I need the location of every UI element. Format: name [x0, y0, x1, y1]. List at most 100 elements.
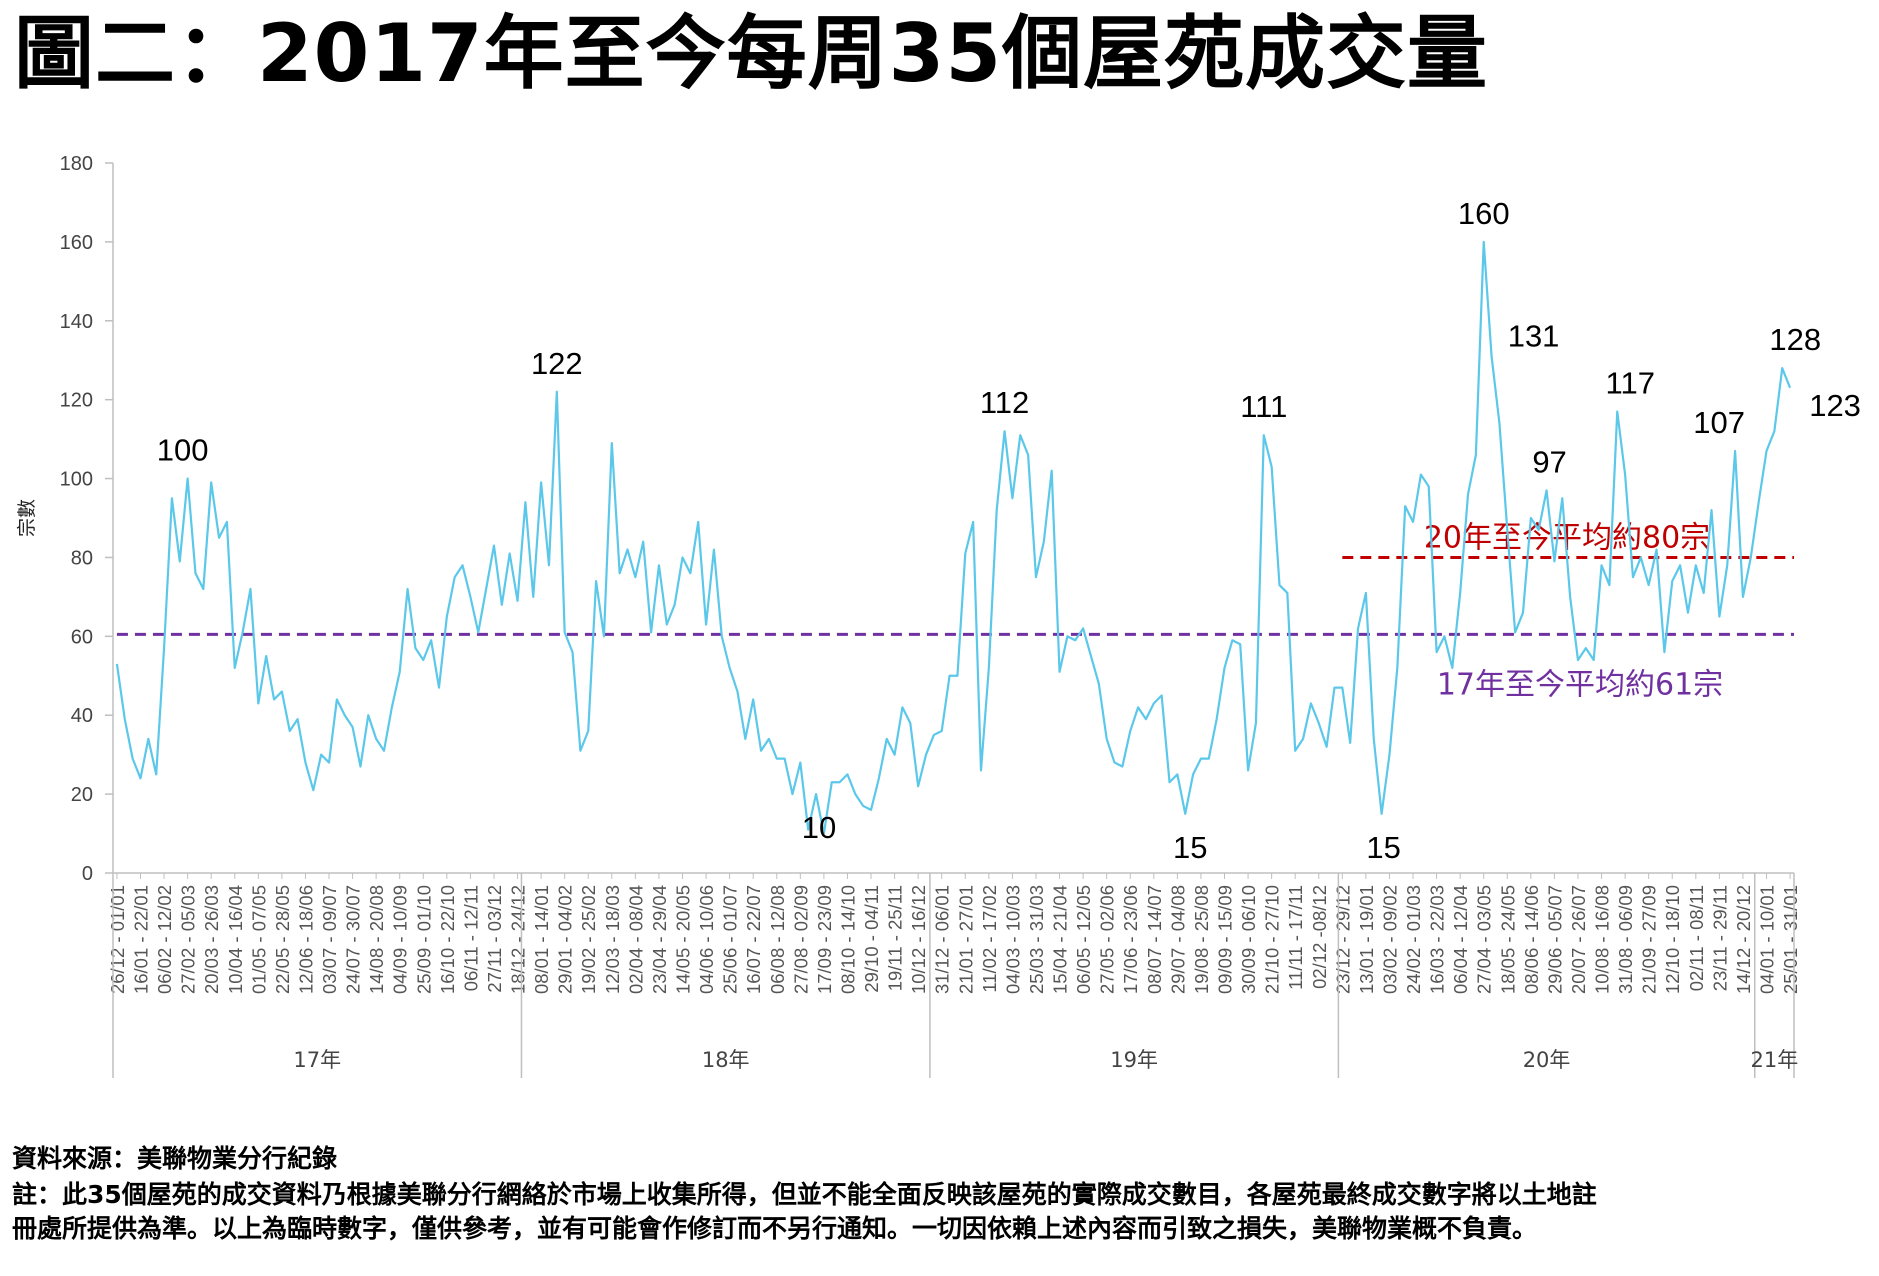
x-tick-label: 27/04 - 03/05 [1474, 885, 1495, 994]
x-tick-label: 11/02 - 17/02 [979, 885, 1000, 993]
data-label: 112 [980, 385, 1029, 420]
x-tick-label: 23/11 - 29/11 [1709, 885, 1730, 991]
data-label: 160 [1458, 196, 1510, 231]
x-tick-label: 29/10 - 04/11 [861, 885, 882, 993]
x-tick-label: 15/04 - 21/04 [1050, 885, 1071, 994]
x-tick-label: 21/10 - 27/10 [1262, 885, 1283, 994]
x-tick-label: 08/06 - 14/06 [1521, 885, 1542, 994]
x-tick-label: 08/01 - 14/01 [531, 885, 552, 994]
year-label: 21年 [1750, 1048, 1798, 1072]
data-label: 107 [1693, 405, 1745, 440]
x-tick-label: 12/10 - 18/10 [1662, 885, 1683, 994]
page-title: 圖二：2017年至今每周35個屋苑成交量 [14, 7, 1488, 100]
disclaimer-line-2: 冊處所提供為準。以上為臨時數字，僅供參考，並有可能會作修訂而不另行通知。一切因依… [12, 1214, 1538, 1243]
y-tick-label: 100 [60, 469, 93, 491]
disclaimer-line-1: 註：此35個屋苑的成交資料乃根據美聯分行網絡於市場上收集所得，但並不能全面反映該… [12, 1180, 1597, 1209]
x-tick-label: 18/05 - 24/05 [1497, 885, 1518, 994]
x-tick-label: 01/05 - 07/05 [248, 885, 269, 994]
x-tick-label: 27/05 - 02/06 [1097, 885, 1118, 994]
x-tick-label: 31/12 - 06/01 [932, 885, 953, 994]
data-label: 97 [1532, 444, 1566, 479]
x-tick-label: 29/06 - 05/07 [1544, 885, 1565, 994]
year-label: 18年 [702, 1048, 750, 1072]
x-tick-label: 21/01 - 27/01 [955, 885, 976, 994]
y-tick-label: 60 [71, 626, 93, 648]
x-tick-label: 14/12 - 20/12 [1733, 885, 1754, 994]
data-label: 117 [1606, 366, 1655, 401]
year-label: 19年 [1110, 1048, 1158, 1072]
data-label: 122 [531, 346, 583, 381]
source-note: 資料來源：美聯物業分行紀錄 [12, 1144, 338, 1173]
x-tick-label: 06/04 - 12/04 [1450, 885, 1471, 994]
x-tick-label: 10/08 - 16/08 [1592, 885, 1613, 994]
x-tick-label: 22/05 - 28/05 [272, 885, 293, 994]
x-tick-label: 06/05 - 12/05 [1073, 885, 1094, 994]
x-tick-label: 12/06 - 18/06 [295, 885, 316, 994]
x-tick-label: 20/03 - 26/03 [201, 885, 222, 994]
y-tick-label: 20 [71, 784, 93, 806]
x-tick-label: 10/04 - 16/04 [225, 885, 246, 994]
x-tick-label: 11/11 - 17/11 [1285, 885, 1306, 990]
x-tick-label: 13/01 - 19/01 [1356, 885, 1377, 994]
x-tick-label: 21/09 - 27/09 [1639, 885, 1660, 994]
x-tick-label: 25/06 - 01/07 [720, 885, 741, 994]
x-tick-label: 24/02 - 01/03 [1403, 885, 1424, 994]
x-tick-label: 03/07 - 09/07 [319, 885, 340, 994]
x-tick-label: 06/08 - 12/08 [767, 885, 788, 994]
x-tick-label: 12/03 - 18/03 [602, 885, 623, 994]
x-tick-label: 27/02 - 05/03 [178, 885, 199, 994]
x-tick-label: 23/12 - 29/12 [1332, 885, 1353, 994]
data-label: 131 [1508, 318, 1560, 353]
x-tick-label: 25/01 - 31/01 [1780, 885, 1801, 994]
x-tick-label: 06/11 - 12/11 [460, 885, 481, 991]
x-tick-label: 19/02 - 25/02 [578, 885, 599, 994]
data-label: 123 [1809, 388, 1861, 423]
x-tick-label: 14/05 - 20/05 [672, 885, 693, 994]
y-tick-label: 160 [60, 232, 93, 254]
x-tick-label: 17/06 - 23/06 [1120, 885, 1141, 994]
y-tick-label: 120 [60, 390, 93, 412]
average-label: 17年至今平均約61宗 [1437, 667, 1723, 702]
x-tick-label: 08/07 - 14/07 [1144, 885, 1165, 994]
x-tick-label: 20/07 - 26/07 [1568, 885, 1589, 994]
x-tick-label: 16/03 - 22/03 [1427, 885, 1448, 994]
y-tick-label: 0 [82, 863, 93, 885]
x-tick-label: 02/12 -08/12 [1309, 885, 1330, 989]
x-tick-label: 27/08 - 02/09 [790, 885, 811, 994]
data-label: 15 [1366, 830, 1400, 865]
x-tick-label: 16/01 - 22/01 [130, 885, 151, 994]
x-tick-label: 04/01 - 10/01 [1757, 885, 1778, 994]
x-tick-label: 14/08 - 20/08 [366, 885, 387, 994]
x-tick-label: 26/12 - 01/01 [107, 885, 128, 994]
data-label: 128 [1769, 322, 1821, 357]
x-tick-label: 04/09 - 10/09 [390, 885, 411, 994]
y-tick-label: 180 [60, 153, 93, 175]
x-tick-label: 16/10 - 22/10 [437, 885, 458, 994]
x-tick-label: 02/04 - 08/04 [625, 885, 646, 994]
x-tick-label: 30/09 - 06/10 [1238, 885, 1259, 994]
x-tick-label: 23/04 - 29/04 [649, 885, 670, 994]
x-tick-label: 17/09 - 23/09 [814, 885, 835, 994]
x-tick-label: 31/08 - 06/09 [1615, 885, 1636, 994]
y-axis-title: 宗數 [16, 499, 38, 537]
x-tick-label: 19/11 - 25/11 [885, 885, 906, 991]
x-tick-label: 08/10 - 14/10 [837, 885, 858, 994]
x-tick-label: 06/02 - 12/02 [154, 885, 175, 994]
y-tick-label: 140 [60, 311, 93, 333]
x-tick-label: 25/03 - 31/03 [1026, 885, 1047, 994]
transactions-series-line [115, 240, 1792, 835]
x-tick-label: 29/07 - 04/08 [1167, 885, 1188, 994]
data-label: 15 [1173, 830, 1207, 865]
data-label: 111 [1240, 389, 1287, 424]
x-tick-label: 03/02 - 09/02 [1379, 885, 1400, 994]
year-label: 17年 [293, 1048, 341, 1072]
x-tick-label: 25/09 - 01/10 [413, 885, 434, 994]
x-tick-label: 19/08 - 25/08 [1191, 885, 1212, 994]
x-tick-label: 02/11 - 08/11 [1686, 885, 1707, 991]
data-label: 10 [802, 810, 836, 845]
x-tick-label: 29/01 - 04/02 [555, 885, 576, 994]
x-tick-label: 24/07 - 30/07 [343, 885, 364, 994]
x-tick-label: 18/12 - 24/12 [508, 885, 529, 994]
year-label: 20年 [1523, 1048, 1571, 1072]
